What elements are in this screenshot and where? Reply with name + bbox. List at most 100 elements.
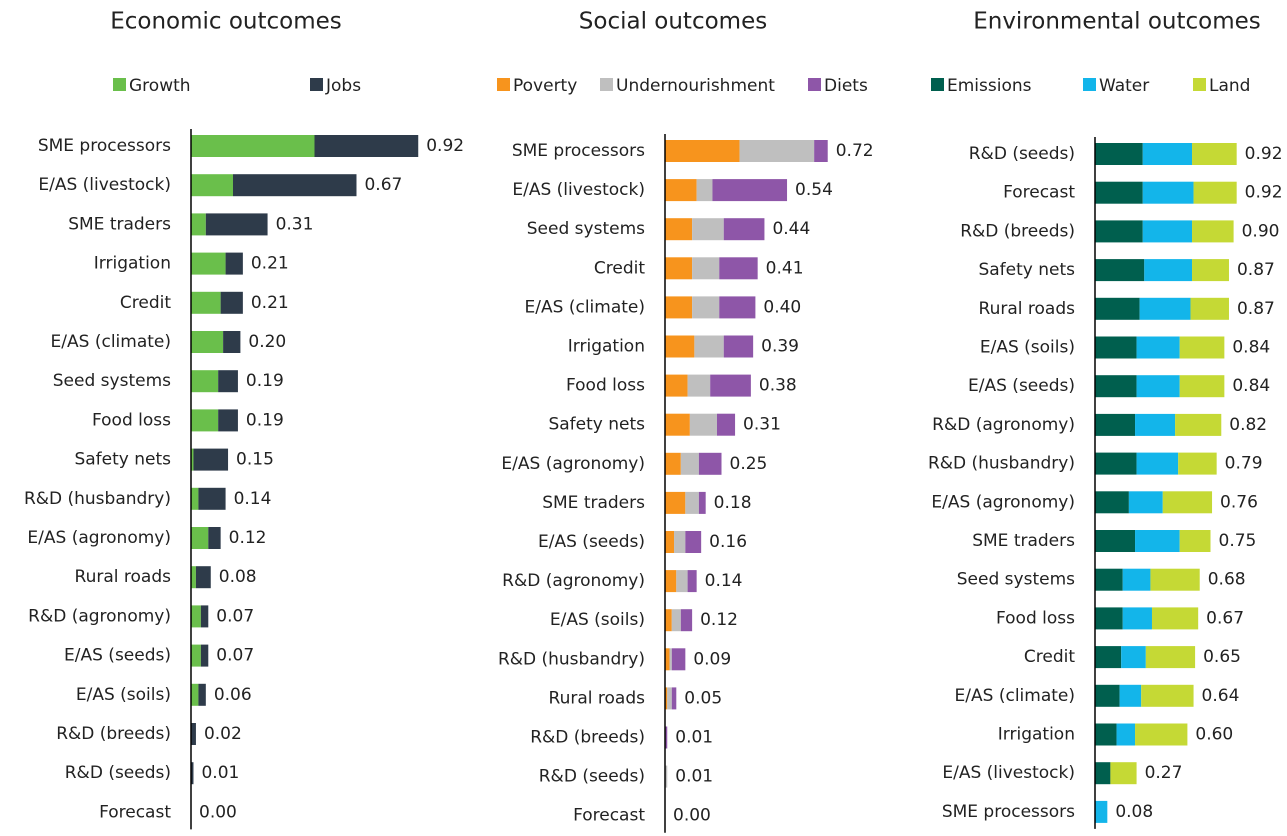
category-label: E/AS (soils) [550,610,645,630]
bar-segment [1179,336,1225,359]
bar-segment [191,487,199,510]
bar-segment [739,140,815,162]
bar-segment [200,605,209,628]
bar-segment [667,687,672,710]
bar-segment [665,335,695,358]
bar-segment [665,413,690,436]
legend-swatch [497,78,510,91]
total-label: 0.21 [251,254,289,274]
total-label: 0.27 [1145,763,1183,783]
category-label: Seed systems [957,570,1075,590]
bar-segment [665,570,677,593]
bar-segment [723,335,754,358]
category-label: R&D (breeds) [56,724,171,744]
bar-segment [191,762,194,785]
bar-segment [694,335,724,358]
bar-segment [191,605,201,628]
bar-segment [1192,220,1234,243]
category-label: Food loss [92,410,171,430]
total-label: 0.06 [214,685,252,705]
bar-segment [716,413,736,436]
category-label: Irrigation [998,725,1075,745]
total-label: 0.00 [199,802,237,822]
category-label: SME traders [68,214,171,234]
bar-segment [314,135,419,157]
legend-label: Undernourishment [616,76,775,96]
bar-segment [1136,336,1180,359]
category-label: R&D (agronomy) [28,606,171,626]
bar-segment [218,409,238,432]
bar-segment [674,531,686,553]
bar-segment [1136,452,1179,475]
bar-segment [1095,297,1140,320]
bar-segment [665,179,697,202]
bar-segment [680,609,693,632]
bar-segment [191,683,199,706]
total-label: 0.31 [743,415,781,435]
total-label: 0.15 [236,450,274,470]
bar-segment [220,291,243,314]
category-label: E/AS (soils) [76,685,171,705]
bar-segment [1150,568,1200,591]
category-label: E/AS (climate) [955,686,1075,706]
bar-segment [191,409,219,432]
bar-segment [1095,220,1143,243]
total-label: 0.01 [675,767,713,787]
bar-segment [665,257,693,280]
total-label: 0.07 [216,646,254,666]
bar-segment [1095,646,1122,669]
total-label: 0.21 [251,293,289,313]
bar-segment [1095,375,1137,398]
bar-segment [665,374,688,397]
total-label: 0.84 [1232,376,1270,396]
bar-segment [191,566,196,589]
bar-segment [1135,723,1188,746]
total-label: 0.92 [426,136,464,156]
bar-segment [1135,530,1180,552]
category-label: Safety nets [978,260,1075,280]
bar-segment [665,648,670,671]
bar-segment [1136,375,1180,398]
category-label: R&D (agronomy) [932,415,1075,435]
category-label: E/AS (seeds) [968,376,1075,396]
bar-segment [1151,607,1199,630]
total-label: 0.01 [675,728,713,748]
category-label: Rural roads [75,567,172,587]
total-label: 0.25 [730,454,768,474]
bar-segment [191,527,209,549]
legend-label: Poverty [513,76,577,96]
chart-title: Environmental outcomes [973,9,1261,35]
total-label: 0.18 [714,493,752,513]
bar-segment [1121,646,1146,669]
bar-segment [665,531,675,553]
total-label: 0.16 [709,532,747,552]
bar-segment [1095,143,1143,165]
total-label: 0.44 [772,219,810,239]
bar-segment [1175,413,1222,436]
category-label: R&D (husbandry) [928,454,1075,474]
bar-segment [1135,413,1176,436]
category-label: R&D (breeds) [960,221,1075,241]
bar-segment [698,491,706,514]
category-label: Food loss [566,376,645,396]
legend-swatch [808,78,821,91]
bar-segment [665,218,693,241]
category-label: SME traders [542,493,645,513]
bar-segment [223,331,241,353]
total-label: 0.68 [1208,570,1246,590]
bar-segment [1141,684,1194,707]
total-label: 0.92 [1245,144,1283,164]
category-label: R&D (husbandry) [24,489,171,509]
bar-segment [1095,800,1108,823]
bar-segment [1095,181,1143,204]
total-label: 0.31 [276,214,314,234]
bar-segment [191,174,233,197]
category-label: R&D (seeds) [539,767,645,787]
bar-segment [191,644,201,667]
bar-segment [208,527,221,549]
bar-segment [719,257,758,280]
category-label: SME processors [38,136,171,156]
category-label: E/AS (livestock) [942,763,1075,783]
total-label: 0.01 [201,763,239,783]
